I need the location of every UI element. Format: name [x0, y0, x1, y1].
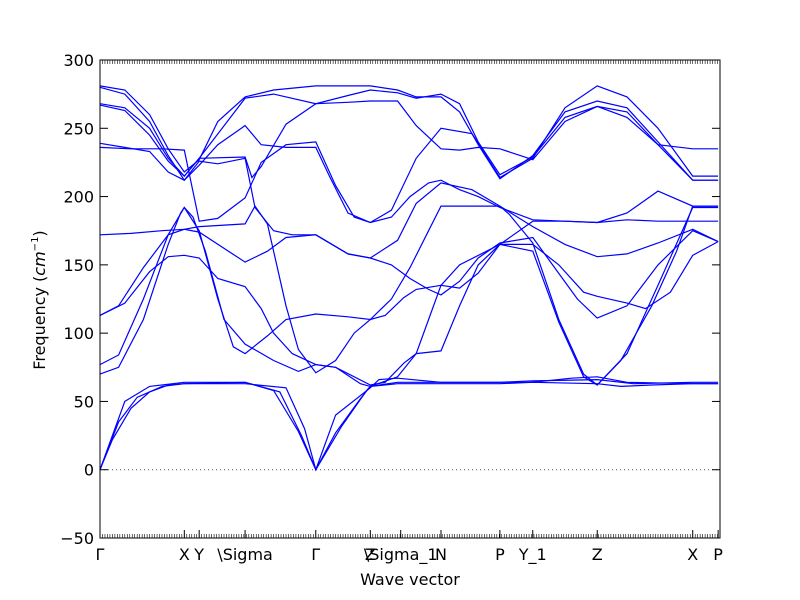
y-axis: −50 0 50 100 150 200 250 300: [60, 51, 720, 548]
band-line-14: [99, 89, 719, 181]
y-tick-label: 100: [63, 324, 94, 343]
x-tick-label: \Sigma_1: [364, 545, 438, 565]
band-line-12: [99, 85, 719, 224]
band-line-13: [99, 85, 719, 181]
band-line-2: [99, 378, 719, 471]
y-tick-label: 250: [63, 119, 94, 138]
x-axis-label: Wave vector: [360, 570, 460, 589]
band-line-3: [99, 376, 719, 472]
band-line-1: [99, 381, 719, 472]
plot-area: [99, 60, 721, 538]
x-tick-label: X: [179, 545, 190, 564]
y-tick-label: 50: [74, 392, 94, 411]
x-tick-label: Y_1: [518, 545, 547, 565]
y-tick-label: 200: [63, 188, 94, 207]
x-tick-label: P: [713, 545, 723, 564]
band-line-7: [99, 241, 719, 386]
y-tick-label: 0: [84, 461, 94, 480]
band-line-6: [99, 228, 719, 319]
y-tick-label: 150: [63, 256, 94, 275]
x-tick-label: Γ: [96, 545, 105, 564]
y-tick-label: −50: [60, 529, 94, 548]
y-axis-label: Frequency (cm−1): [30, 230, 49, 369]
plot-frame: [99, 59, 721, 539]
x-tick-label: P: [495, 545, 505, 564]
band-line-10: [99, 142, 719, 259]
x-tick-label: \Sigma: [217, 545, 273, 564]
x-tick-label: Y: [193, 545, 204, 564]
band-line-9: [99, 141, 719, 224]
x-tick-label: X: [687, 545, 698, 564]
band-line-5: [99, 206, 719, 388]
band-line-4: [99, 205, 719, 386]
x-tick-label: Z: [365, 545, 376, 564]
x-tick-label: N: [435, 545, 447, 564]
x-tick-label: Z: [592, 545, 603, 564]
y-tick-label: 300: [63, 51, 94, 70]
x-axis: Γ X Y \Sigma Γ Z\Sigma_1N P Y_1 Z X P: [96, 530, 723, 565]
x-tick-label: Γ: [311, 545, 320, 564]
